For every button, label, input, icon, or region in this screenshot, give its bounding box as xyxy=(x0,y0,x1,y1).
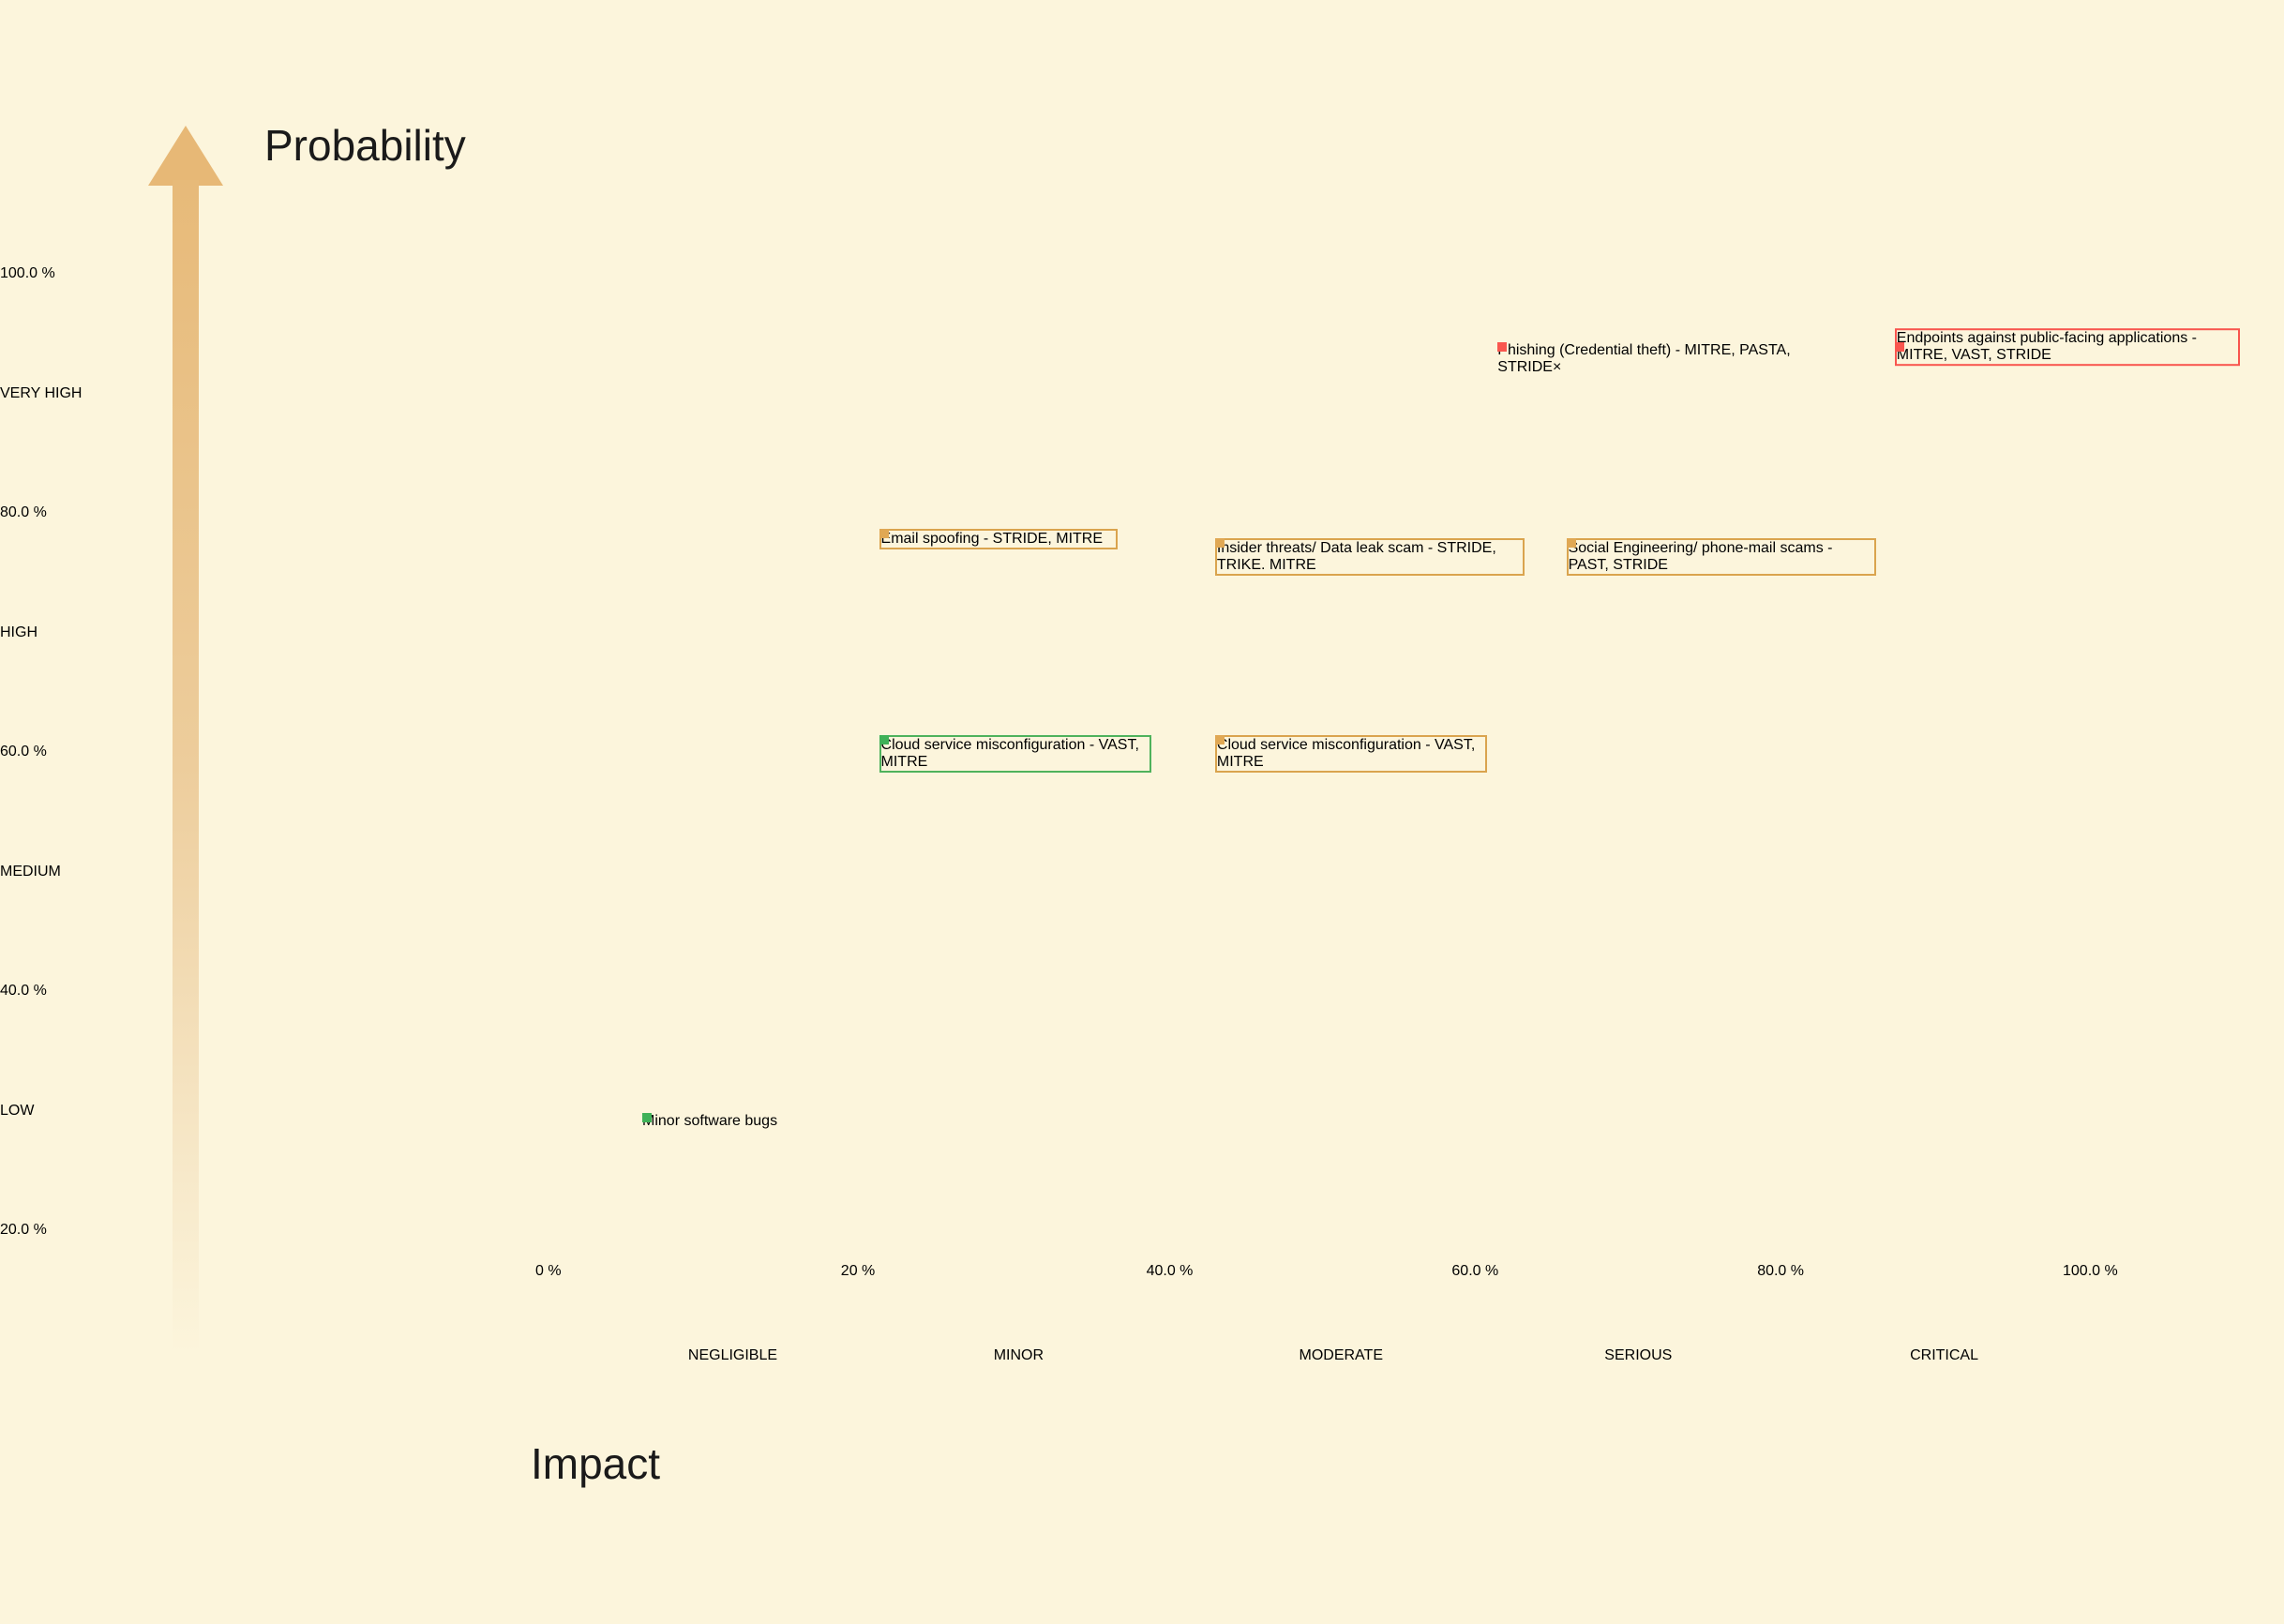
risk-label-box-minor-bugs[interactable]: Minor software bugs xyxy=(642,1113,871,1130)
risk-label-text: Minor software bugs xyxy=(642,1113,778,1130)
risk-marker-endpoints[interactable] xyxy=(1894,341,1904,352)
risk-label-text: Insider threats/ Data leak scam - STRIDE… xyxy=(1216,540,1496,574)
y-level-label: VERY HIGH xyxy=(0,384,83,401)
risk-label-box-phishing[interactable]: Phishing (Credential theft) - MITRE, PAS… xyxy=(1497,342,1837,376)
risk-label-text: Endpoints against public-facing applicat… xyxy=(1896,329,2197,363)
y-tick-label: 60.0 % xyxy=(0,744,47,759)
close-icon[interactable]: × xyxy=(1552,358,1562,375)
y-level-label: LOW xyxy=(0,1102,35,1119)
x-tick-label: 0 % xyxy=(535,1263,562,1279)
y-tick-label: 80.0 % xyxy=(0,504,47,520)
risk-label-box-email-spoofing[interactable]: Email spoofing - STRIDE, MITRE xyxy=(879,528,1118,549)
y-axis-title: Probability xyxy=(264,121,466,170)
x-category-label: MODERATE xyxy=(1299,1347,1383,1363)
x-category-label: MINOR xyxy=(993,1347,1044,1363)
risk-marker-insider-threats[interactable] xyxy=(1214,538,1225,549)
risk-label-box-insider-threats[interactable]: Insider threats/ Data leak scam - STRIDE… xyxy=(1214,538,1525,577)
probability-arrow-head-icon xyxy=(148,126,223,186)
y-tick-label: 40.0 % xyxy=(0,983,47,999)
x-category-label: SERIOUS xyxy=(1604,1347,1673,1363)
risk-marker-social-engineering[interactable] xyxy=(1566,538,1576,549)
x-tick-label: 60.0 % xyxy=(1451,1263,1499,1279)
risk-marker-minor-bugs[interactable] xyxy=(642,1113,653,1123)
risk-label-box-cloud-misconfig-minor[interactable]: Cloud service misconfiguration - VAST, M… xyxy=(879,735,1151,773)
y-tick-label: 20.0 % xyxy=(0,1222,47,1238)
x-axis-title: Impact xyxy=(531,1439,661,1488)
risk-label-box-cloud-misconfig-moderate[interactable]: Cloud service misconfiguration - VAST, M… xyxy=(1214,735,1487,773)
x-tick-label: 80.0 % xyxy=(1757,1263,1804,1279)
x-category-label: CRITICAL xyxy=(1910,1347,1978,1363)
probability-arrow-icon xyxy=(173,180,199,1354)
risk-label-text: Phishing (Credential theft) - MITRE, PAS… xyxy=(1497,341,1791,375)
risk-marker-email-spoofing[interactable] xyxy=(879,528,889,538)
y-level-label: HIGH xyxy=(0,624,38,640)
x-tick-label: 40.0 % xyxy=(1146,1263,1194,1279)
risk-marker-cloud-misconfig-moderate[interactable] xyxy=(1214,735,1225,744)
x-tick-label: 20 % xyxy=(840,1263,876,1279)
y-level-label: MEDIUM xyxy=(0,863,61,880)
y-tick-label: 100.0 % xyxy=(0,265,55,281)
risk-label-text: Cloud service misconfiguration - VAST, M… xyxy=(1216,737,1476,770)
risk-label-text: Social Engineering/ phone-mail scams - P… xyxy=(1568,540,1833,574)
risk-marker-phishing[interactable] xyxy=(1497,341,1508,352)
x-category-label: NEGLIGIBLE xyxy=(687,1347,778,1363)
risk-label-text: Cloud service misconfiguration - VAST, M… xyxy=(880,737,1139,770)
risk-label-box-social-engineering[interactable]: Social Engineering/ phone-mail scams - P… xyxy=(1566,538,1876,577)
impact-arrow-icon xyxy=(797,1449,2004,1479)
x-tick-label: 100.0 % xyxy=(2063,1263,2118,1279)
risk-marker-cloud-misconfig-minor[interactable] xyxy=(879,735,889,744)
risk-label-box-endpoints[interactable]: Endpoints against public-facing applicat… xyxy=(1894,327,2240,366)
risk-label-text: Email spoofing - STRIDE, MITRE xyxy=(880,530,1104,547)
